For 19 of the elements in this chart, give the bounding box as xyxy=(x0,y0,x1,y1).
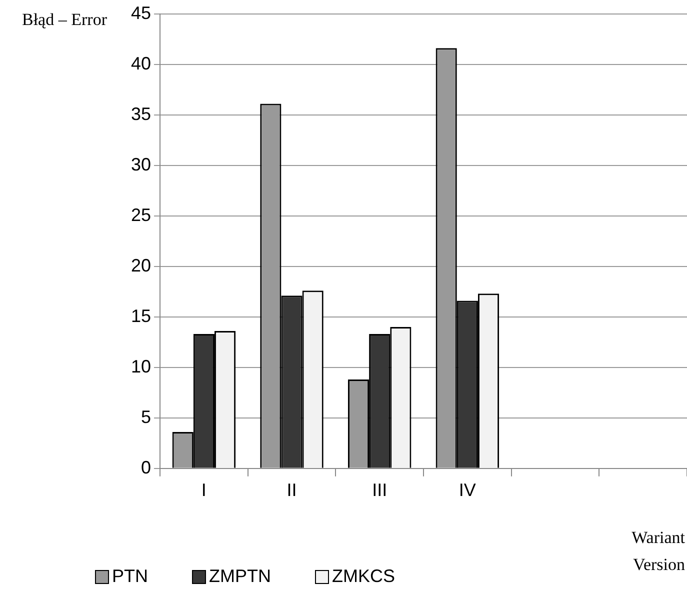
x-tick-label: I xyxy=(201,480,206,500)
y-tick-label: 15 xyxy=(130,306,152,326)
y-tick-label: 45 xyxy=(130,2,152,23)
y-tick-label: 10 xyxy=(130,356,152,376)
legend-label: ZMKCS xyxy=(332,566,395,587)
y-axis-title: Błąd – Error xyxy=(22,9,107,31)
legend-label: PTN xyxy=(112,566,148,587)
y-tick-label: 20 xyxy=(130,255,152,276)
legend-label: ZMPTN xyxy=(209,566,271,587)
y-tick-label: 40 xyxy=(130,53,152,74)
x-tick-label: II xyxy=(286,480,297,500)
y-tick-label: 35 xyxy=(130,104,152,124)
x-tick-label: III xyxy=(372,480,388,500)
x-axis-title: Wariant Version xyxy=(632,527,685,576)
x-tick-label: IV xyxy=(458,480,476,500)
y-tick-label: 0 xyxy=(141,457,152,478)
y-tick-label: 25 xyxy=(130,204,152,225)
y-tick-label: 5 xyxy=(141,406,152,427)
y-tick-label: 30 xyxy=(130,154,152,174)
